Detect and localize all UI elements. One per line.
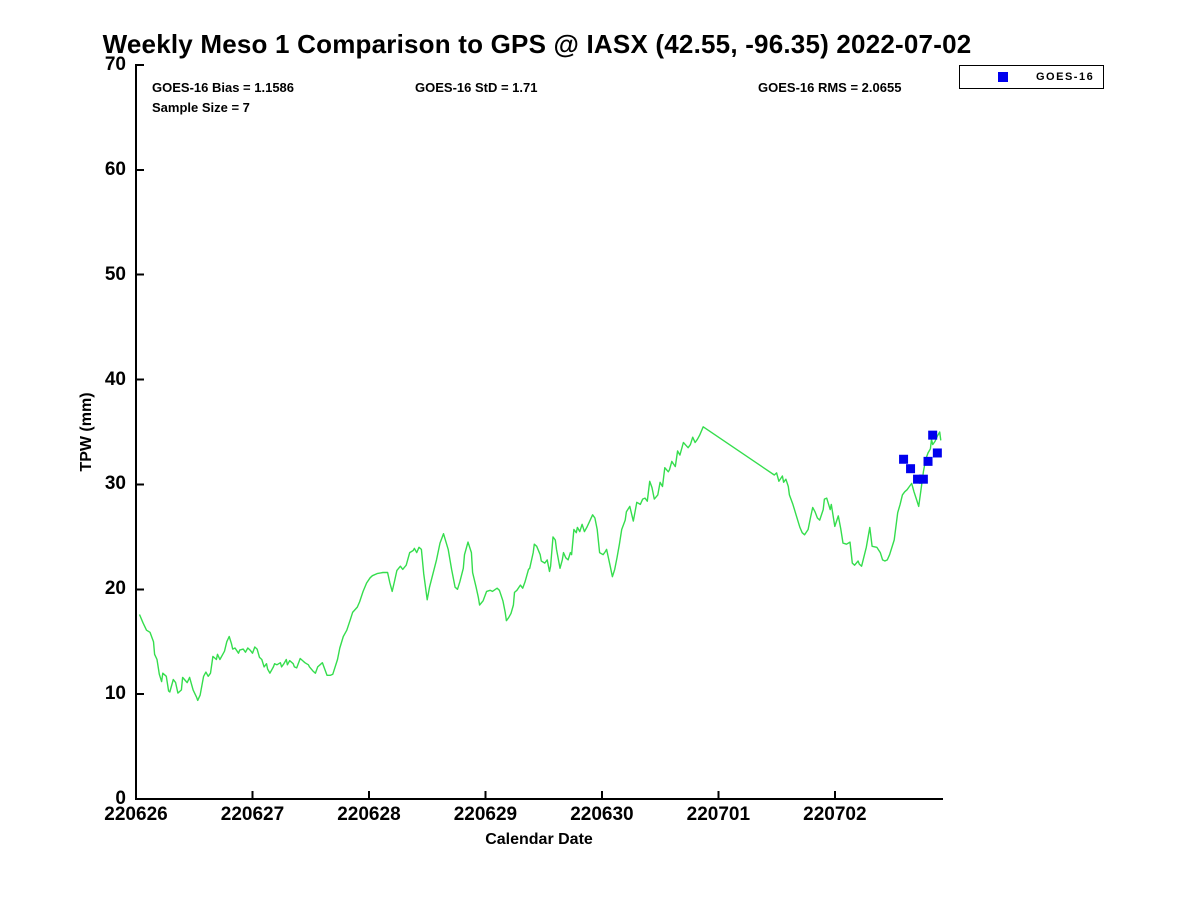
x-tick-label-220629: 220629 bbox=[453, 804, 518, 825]
stat-bias: GOES-16 Bias = 1.1586 bbox=[152, 80, 295, 95]
x-axis-title: Calendar Date bbox=[485, 831, 593, 848]
y-tick-label-30: 30 bbox=[104, 473, 126, 495]
goes16-marker bbox=[906, 464, 916, 474]
gps-line bbox=[138, 426, 942, 702]
x-tick-label-220627: 220627 bbox=[220, 804, 285, 825]
x-tick-label-220628: 220628 bbox=[337, 804, 401, 825]
goes16-marker bbox=[899, 454, 909, 464]
stat-std: GOES-16 StD = 1.71 bbox=[415, 80, 538, 95]
y-tick-label-50: 50 bbox=[104, 263, 126, 285]
chart-title: Weekly Meso 1 Comparison to GPS @ IASX (… bbox=[102, 29, 972, 59]
goes16-marker bbox=[928, 430, 938, 440]
x-tick-label-220702: 220702 bbox=[803, 804, 867, 825]
y-tick-label-10: 10 bbox=[104, 683, 126, 705]
goes16-marker bbox=[932, 448, 942, 458]
y-tick-label-0: 0 bbox=[115, 788, 126, 809]
goes16-marker bbox=[918, 474, 928, 484]
legend-label: GOES-16 bbox=[1036, 71, 1095, 83]
y-tick-label-60: 60 bbox=[104, 158, 126, 180]
stat-rms: GOES-16 RMS = 2.0655 bbox=[758, 80, 902, 95]
legend: GOES-16 bbox=[959, 65, 1104, 89]
y-tick-label-40: 40 bbox=[104, 368, 126, 390]
axis-frame bbox=[135, 64, 943, 800]
x-tick-label-220626: 220626 bbox=[104, 804, 168, 825]
goes16-marker bbox=[913, 474, 923, 484]
goes16-square-marker-icon bbox=[998, 72, 1008, 82]
goes16-marker bbox=[923, 456, 933, 466]
x-tick-label-220630: 220630 bbox=[570, 804, 634, 825]
y-tick-label-70: 70 bbox=[104, 54, 126, 75]
stat-sample-size: Sample Size = 7 bbox=[152, 100, 250, 115]
x-tick-label-220701: 220701 bbox=[686, 804, 751, 825]
y-tick-label-20: 20 bbox=[104, 578, 126, 600]
